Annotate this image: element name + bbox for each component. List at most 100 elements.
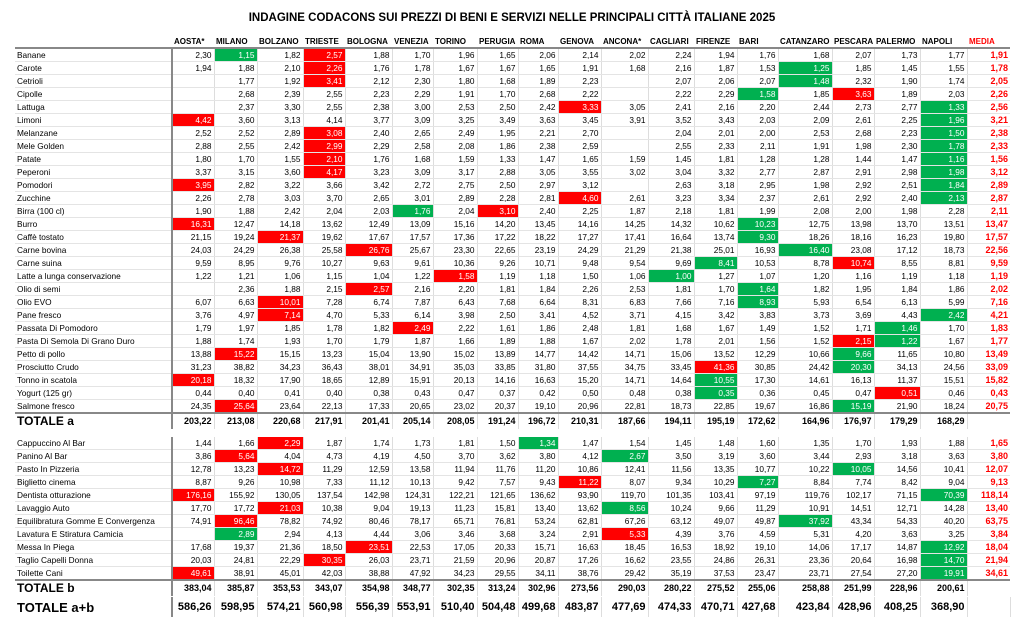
price-cell: 23,19 <box>518 243 559 257</box>
price-cell: 1,81 <box>694 204 738 218</box>
price-cell: 17,70 <box>172 501 215 515</box>
price-cell: 17,30 <box>737 373 779 387</box>
media-cell: 1,77 <box>967 334 1010 348</box>
price-cell: 17,27 <box>558 230 602 244</box>
price-cell: 17,17 <box>832 540 875 554</box>
price-cell: 2,61 <box>601 191 649 205</box>
price-cell: 13,90 <box>392 347 434 361</box>
media-cell: 2,26 <box>967 87 1010 101</box>
price-cell: 2,53 <box>601 282 649 296</box>
column-header-genova: GENOVA <box>558 36 601 49</box>
price-cell-lowest: 70,39 <box>920 488 968 502</box>
table-row: Peperoni 3,37 3,15 3,60 4,17 3,23 3,09 3,17 2,88… <box>15 165 1010 179</box>
table-row: Equilibratura Gomme E Convergenza 74,91 96… <box>15 514 1010 528</box>
price-cell: 78,82 <box>257 514 304 528</box>
total-cell: 427,68 <box>737 597 779 617</box>
media-cell: 9,59 <box>967 256 1010 270</box>
price-cell: 9,04 <box>920 475 968 489</box>
total-cell: 408,25 <box>874 597 921 617</box>
price-cell-lowest: 9,66 <box>832 347 875 361</box>
price-cell: 2,82 <box>214 178 258 192</box>
price-cell: 17,26 <box>558 553 602 567</box>
price-cell: 23,36 <box>778 553 833 567</box>
media-cell: 2,33 <box>967 139 1010 153</box>
price-cell: 29,42 <box>601 566 649 581</box>
price-cell: 2,52 <box>172 126 215 140</box>
price-cell: 1,90 <box>172 204 215 218</box>
price-cell: 14,64 <box>648 373 695 387</box>
total-cell: 354,98 <box>345 579 393 596</box>
price-cell: 14,18 <box>257 217 304 231</box>
price-cell: 42,03 <box>303 566 346 581</box>
total-cell: 275,52 <box>694 579 738 596</box>
media-cell: 7,16 <box>967 295 1010 309</box>
price-cell: 0,47 <box>832 386 875 400</box>
price-cell: 17,12 <box>874 243 921 257</box>
price-cell: 13,98 <box>832 217 875 231</box>
price-cell: 74,92 <box>303 514 346 528</box>
price-cell-lowest: 1,00 <box>648 269 695 283</box>
table-row: Olio di semi 2,36 1,88 2,15 2,57 2,16 2,20 1,81… <box>15 282 1010 296</box>
price-cell: 2,11 <box>737 139 779 153</box>
total-cell: 302,35 <box>433 579 478 596</box>
price-cell: 2,30 <box>172 48 215 62</box>
price-cell: 8,87 <box>172 475 215 489</box>
price-cell: 2,37 <box>214 100 258 114</box>
price-cell: 3,01 <box>392 191 434 205</box>
price-cell: 7,66 <box>648 295 695 309</box>
table-row: Passata Di Pomodoro 1,79 1,97 1,85 1,78 1,82 2… <box>15 321 1010 335</box>
price-cell: 10,53 <box>737 256 779 270</box>
column-header-firenze: FIRENZE <box>694 36 737 49</box>
price-cell: 80,46 <box>345 514 393 528</box>
table-row: Salmone fresco 24,35 25,64 23,64 22,13 17,33 2… <box>15 399 1010 414</box>
price-cell-highest: 3,33 <box>558 100 602 114</box>
price-cell: 34,11 <box>518 566 559 581</box>
media-cell: 34,61 <box>967 566 1010 581</box>
price-cell: 10,36 <box>433 256 478 270</box>
price-cell: 2,16 <box>648 61 695 75</box>
total-cell: 353,53 <box>257 579 304 596</box>
total-cell: 187,66 <box>601 412 649 429</box>
price-cell: 1,27 <box>694 269 738 283</box>
price-cell-lowest: 20,30 <box>832 360 875 374</box>
price-cell: 13,23 <box>303 347 346 361</box>
row-label: Carote <box>15 61 173 75</box>
price-cell: 7,68 <box>477 295 519 309</box>
price-cell-lowest: 15,19 <box>832 399 875 414</box>
column-header-venezia: VENEZIA <box>392 36 433 49</box>
price-cell: 2,12 <box>345 74 393 88</box>
price-cell: 3,06 <box>392 527 434 541</box>
price-cell: 1,71 <box>832 321 875 335</box>
price-cell: 2,58 <box>392 139 434 153</box>
price-cell: 2,03 <box>920 87 968 101</box>
column-header-bologna: BOLOGNA <box>345 36 392 49</box>
price-cell: 23,71 <box>392 553 434 567</box>
table-row: Pomodori 3,95 2,82 3,22 3,66 3,42 2,72 2,75 2,50… <box>15 178 1010 192</box>
price-cell: 2,33 <box>694 139 738 153</box>
price-cell: 3,41 <box>518 308 559 322</box>
price-cell: 38,76 <box>558 566 602 581</box>
price-cell <box>601 178 649 192</box>
price-cell: 1,91 <box>433 87 478 101</box>
price-cell: 24,29 <box>214 243 258 257</box>
price-cell: 3,00 <box>392 100 434 114</box>
price-cell-highest: 2,57 <box>345 282 393 296</box>
price-cell: 10,13 <box>392 475 434 489</box>
price-cell: 2,30 <box>874 139 921 153</box>
price-cell: 3,03 <box>257 191 304 205</box>
price-cell-highest: 25,64 <box>214 399 258 414</box>
price-cell: 3,19 <box>694 449 738 463</box>
price-cell: 15,91 <box>392 373 434 387</box>
price-cell: 24,56 <box>920 360 968 374</box>
price-cell: 2,20 <box>433 282 478 296</box>
price-cell: 1,45 <box>648 437 695 450</box>
price-cell: 0,41 <box>257 386 304 400</box>
price-cell: 13,09 <box>392 217 434 231</box>
column-header-bolzano: BOLZANO <box>257 36 303 49</box>
price-cell-lowest: 1,22 <box>874 334 921 348</box>
price-cell: 2,00 <box>737 126 779 140</box>
row-label: Patate <box>15 152 173 166</box>
price-cell: 10,27 <box>303 256 346 270</box>
column-header-palermo: PALERMO <box>874 36 920 49</box>
price-cell: 19,80 <box>920 230 968 244</box>
